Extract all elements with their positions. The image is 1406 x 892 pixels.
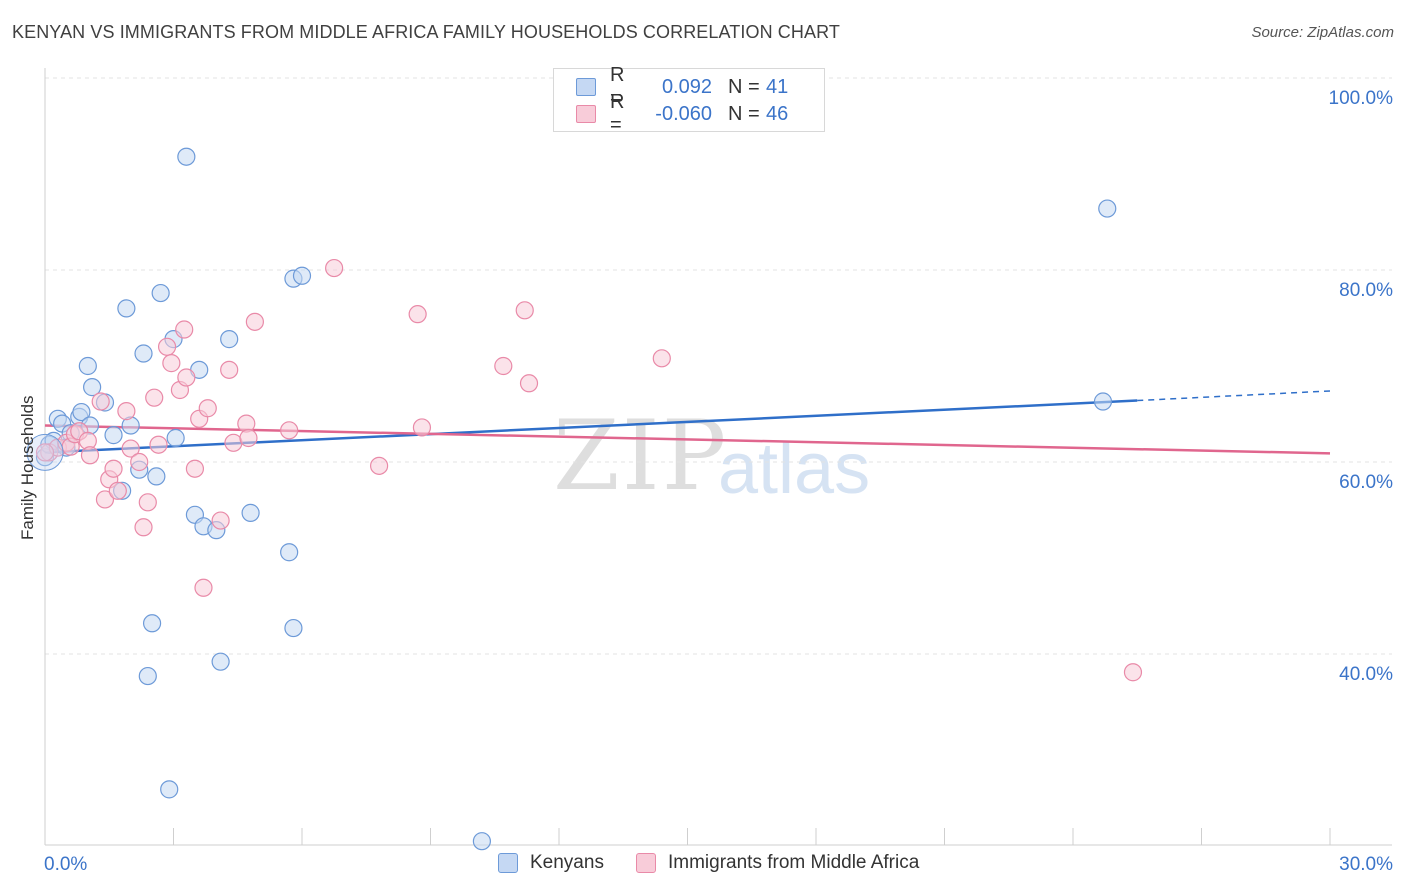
- kenyans-point: [72, 402, 91, 422]
- immigrants-point: [515, 301, 534, 320]
- immigrants-point: [91, 392, 110, 411]
- immigrants-point: [245, 312, 264, 331]
- immigrants-point: [211, 511, 230, 530]
- legend-r-label: R =: [610, 91, 625, 136]
- watermark-zip: ZIP: [553, 400, 729, 512]
- kenyans-point: [117, 299, 136, 318]
- axes: [44, 68, 1392, 846]
- y-tick-label: 80.0%: [1339, 280, 1393, 301]
- chart-title: KENYAN VS IMMIGRANTS FROM MIDDLE AFRICA …: [12, 22, 840, 42]
- immigrants-point: [145, 388, 164, 407]
- legend-n-value: 46: [766, 102, 789, 125]
- legend-n-value: 41: [766, 75, 789, 98]
- legend-row-immigrants: R = -0.060 N = 46: [576, 91, 789, 136]
- kenyans-point: [147, 467, 166, 486]
- immigrants-point: [177, 368, 196, 387]
- immigrants-point: [162, 354, 181, 373]
- immigrants-point: [149, 435, 168, 454]
- immigrants-point: [121, 439, 140, 458]
- kenyans-point: [1093, 392, 1113, 411]
- y-tick-label: 100.0%: [1329, 88, 1394, 109]
- legend-n-label: N =: [728, 102, 760, 125]
- x-tick-label-right: 30.0%: [1339, 854, 1393, 875]
- kenyans-point: [292, 266, 312, 285]
- immigrants-point: [130, 452, 149, 472]
- kenyans-point: [280, 543, 299, 562]
- immigrants-point: [35, 443, 55, 462]
- immigrants-point: [134, 518, 153, 537]
- legend-swatch-pink: [576, 105, 596, 123]
- legend-swatch-kenyans: [498, 853, 518, 873]
- immigrants-point: [198, 399, 217, 418]
- kenyans-point: [104, 426, 123, 445]
- immigrants-point: [194, 578, 213, 597]
- legend-row-kenyans: R = 0.092 N = 41: [576, 64, 789, 109]
- immigrants-point: [519, 374, 539, 393]
- kenyans-point: [142, 614, 162, 633]
- kenyans-point: [166, 428, 185, 448]
- legend-item-immigrants[interactable]: Immigrants from Middle Africa: [636, 852, 919, 874]
- immigrants-point: [652, 349, 671, 368]
- immigrants-trend-line: [44, 424, 1331, 455]
- immigrants-point: [80, 446, 100, 465]
- kenyans-point: [134, 344, 153, 363]
- kenyans-point: [1098, 199, 1117, 218]
- legend-r-value: -0.060: [655, 102, 712, 125]
- data-points: [26, 147, 1143, 851]
- kenyans-point: [220, 330, 239, 349]
- kenyans-point: [151, 283, 170, 303]
- kenyans-point: [138, 666, 157, 686]
- legend-swatch-immigrants: [636, 853, 656, 873]
- kenyans-point: [472, 832, 491, 851]
- immigrants-point: [239, 428, 258, 448]
- immigrants-point: [108, 481, 127, 500]
- legend-swatch-blue: [576, 78, 596, 96]
- legend-label-immigrants: Immigrants from Middle Africa: [668, 852, 920, 873]
- immigrants-point: [280, 421, 299, 440]
- immigrants-point: [408, 305, 427, 324]
- immigrants-point: [1123, 663, 1143, 682]
- legend-item-kenyans[interactable]: Kenyans: [498, 852, 604, 874]
- kenyans-point: [78, 356, 97, 376]
- immigrants-point: [325, 258, 344, 278]
- immigrants-point: [95, 490, 115, 509]
- immigrants-point: [185, 459, 205, 478]
- y-axis-label: Family Households: [18, 395, 37, 540]
- grid-lines: [45, 77, 1392, 655]
- immigrants-point: [104, 459, 123, 478]
- series-legend: Kenyans Immigrants from Middle Africa: [0, 852, 1406, 878]
- kenyans-point: [160, 780, 179, 799]
- kenyans-point: [83, 378, 102, 397]
- legend-r-label: R =: [610, 64, 625, 109]
- immigrants-point: [138, 493, 157, 512]
- kenyans-point: [177, 147, 196, 166]
- kenyans-point: [241, 503, 260, 522]
- x-tick-label-left: 0.0%: [44, 854, 87, 875]
- immigrants-point: [220, 360, 239, 379]
- kenyans-point: [284, 618, 303, 638]
- legend-n-label: N =: [728, 75, 760, 98]
- kenyans-point: [211, 652, 230, 671]
- immigrants-point: [370, 456, 389, 475]
- immigrants-point: [224, 433, 243, 452]
- correlation-legend: R = 0.092 N = 41 R = -0.060 N = 46: [553, 64, 825, 136]
- legend-label-kenyans: Kenyans: [530, 852, 604, 873]
- immigrants-point: [494, 356, 513, 376]
- immigrants-point: [175, 320, 194, 339]
- legend-r-value: 0.092: [661, 75, 712, 98]
- immigrants-point: [412, 418, 432, 437]
- tick-labels: 100.0% 80.0% 60.0% 40.0% 0.0% 30.0%: [44, 88, 1393, 875]
- kenyans-point-cluster: [26, 433, 64, 471]
- immigrants-point: [117, 402, 136, 421]
- y-tick-label: 40.0%: [1339, 664, 1393, 685]
- immigrants-point: [157, 337, 177, 356]
- y-axis-label-wrap: Family Households: [18, 395, 38, 740]
- y-tick-label: 60.0%: [1339, 472, 1393, 493]
- kenyans-trend-extension: [1137, 390, 1331, 402]
- source-credit: Source: ZipAtlas.com: [1251, 24, 1394, 41]
